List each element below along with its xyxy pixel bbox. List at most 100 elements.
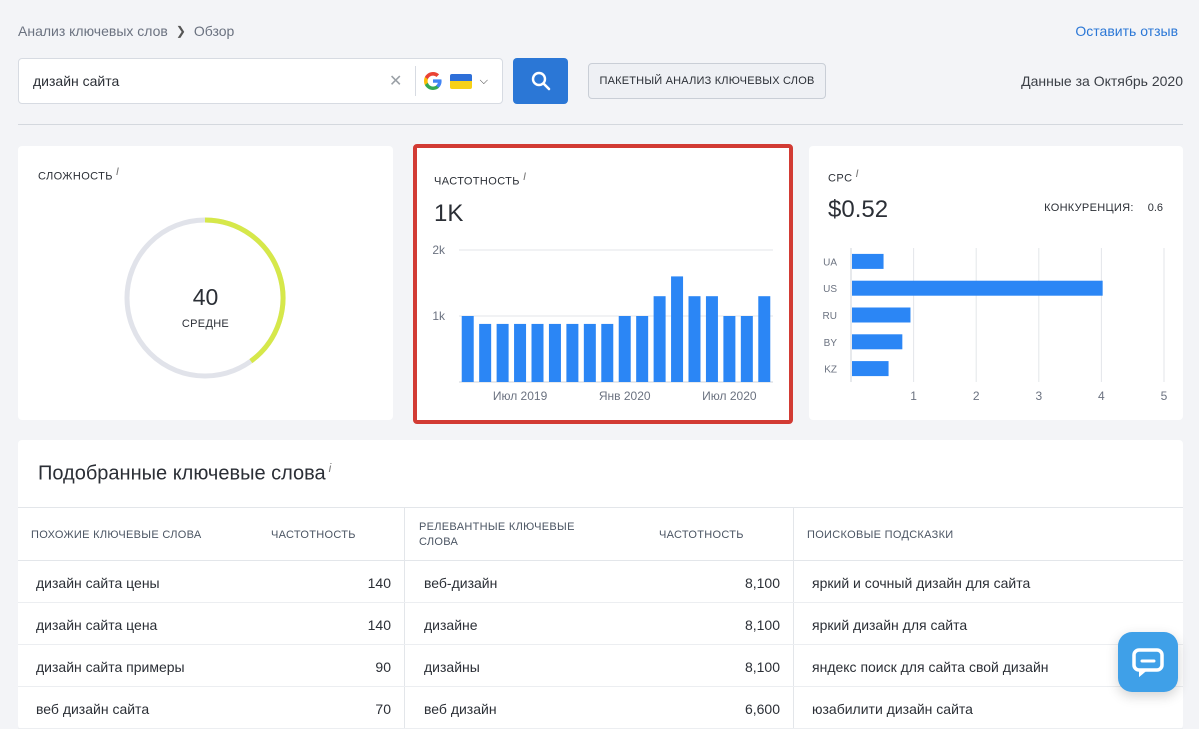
relevant-frequency: 8,100 — [744, 617, 780, 633]
x-tick-label: Июл 2020 — [702, 389, 757, 403]
similar-keyword-link[interactable]: дизайн сайта цены — [36, 575, 160, 591]
frequency-bar[interactable] — [688, 296, 701, 382]
header-freq-2: ЧАСТОТНОСТЬ — [659, 529, 744, 541]
competition: КОНКУРЕНЦИЯ: 0.6 — [1044, 202, 1163, 214]
section-title: Подобранные ключевые слова i — [38, 461, 332, 485]
search-field[interactable]: дизайн сайта ✕ ⌵ — [18, 58, 503, 104]
relevant-frequency: 8,100 — [744, 659, 780, 675]
feedback-link[interactable]: Оставить отзыв — [1075, 23, 1178, 39]
x-tick-label: 1 — [910, 389, 917, 403]
frequency-card: ЧАСТОТНОСТЬ i 1K 1k 2k Июл 2019 Янв 2020 Июл … — [413, 144, 793, 424]
cpc-bar[interactable] — [852, 334, 903, 350]
chevron-down-icon: ⌵ — [479, 74, 488, 87]
batch-analysis-button[interactable]: ПАКЕТНЫЙ АНАЛИЗ КЛЮЧЕВЫХ СЛОВ — [588, 63, 826, 99]
x-tick-label: Янв 2020 — [599, 389, 651, 403]
engine-country-select[interactable]: ⌵ — [423, 72, 502, 90]
frequency-bar[interactable] — [636, 316, 649, 382]
search-suggestion-link[interactable]: юзабилити дизайн сайта — [812, 701, 973, 717]
info-icon[interactable]: i — [115, 166, 120, 178]
y-tick-label: 1k — [432, 309, 446, 323]
chat-icon — [1132, 648, 1164, 677]
chevron-right-icon: ❯ — [175, 24, 186, 38]
x-tick-label: 4 — [1098, 389, 1105, 403]
category-label: RU — [823, 311, 837, 322]
header-freq-1: ЧАСТОТНОСТЬ — [271, 529, 356, 541]
table-row: дизайн сайта цены 140 веб-дизайн 8,100 яркий… — [18, 561, 1183, 603]
relevant-keyword-link[interactable]: веб-дизайн — [424, 575, 498, 591]
column-divider — [793, 507, 794, 729]
frequency-bar[interactable] — [514, 323, 527, 382]
similar-keyword-link[interactable]: веб дизайн сайта — [36, 701, 150, 717]
breadcrumb-root-link[interactable]: Анализ ключевых слов — [18, 23, 168, 39]
difficulty-gauge — [124, 217, 286, 379]
header-similar: ПОХОЖИЕ КЛЮЧЕВЫЕ СЛОВА — [31, 529, 202, 541]
frequency-bar[interactable] — [583, 323, 596, 382]
search-input[interactable]: дизайн сайта — [33, 73, 120, 89]
similar-keyword-link[interactable]: дизайн сайта примеры — [36, 659, 185, 675]
search-suggestion-link[interactable]: яндекс поиск для сайта свой дизайн — [812, 659, 1049, 675]
frequency-bar[interactable] — [479, 323, 492, 382]
frequency-bar[interactable] — [671, 276, 684, 382]
search-suggestion-link[interactable]: яркий дизайн для сайта — [812, 617, 968, 633]
cpc-bar[interactable] — [852, 361, 889, 377]
x-tick-label: 3 — [1035, 389, 1042, 403]
relevant-keyword-link[interactable]: дизайны — [424, 659, 480, 675]
info-icon[interactable]: i — [328, 461, 332, 475]
frequency-bar[interactable] — [740, 316, 753, 382]
similar-frequency: 90 — [375, 659, 391, 675]
frequency-value: 1K — [434, 200, 464, 227]
category-label: UA — [823, 257, 837, 268]
difficulty-title: СЛОЖНОСТЬ i — [38, 166, 120, 183]
y-tick-label: 2k — [432, 243, 446, 257]
cpc-bar[interactable] — [852, 307, 911, 323]
x-tick-label: Июл 2019 — [493, 389, 548, 403]
breadcrumb-current: Обзор — [193, 23, 235, 39]
search-suggestion-link[interactable]: яркий и сочный дизайн для сайта — [812, 575, 1031, 591]
frequency-bar[interactable] — [601, 323, 614, 382]
frequency-bar[interactable] — [461, 316, 474, 382]
header-suggest: ПОИСКОВЫЕ ПОДСКАЗКИ — [807, 529, 954, 541]
similar-frequency: 70 — [375, 701, 391, 717]
frequency-bar[interactable] — [618, 316, 631, 382]
frequency-bar[interactable] — [758, 296, 771, 382]
x-tick-label: 5 — [1161, 389, 1168, 403]
frequency-bar[interactable] — [653, 296, 666, 382]
difficulty-value: 40 — [192, 284, 219, 310]
frequency-bar[interactable] — [705, 296, 718, 382]
competition-value: 0.6 — [1147, 202, 1163, 214]
header-relevant: РЕЛЕВАНТНЫЕ КЛЮЧЕВЫЕ СЛОВА — [419, 521, 575, 548]
cpc-chart: 1 2 3 4 5 UA US RU BY KZ — [823, 248, 1168, 403]
cpc-value: $0.52 — [828, 196, 889, 223]
cpc-bar[interactable] — [852, 280, 1103, 296]
table-row: дизайн сайта примеры 90 дизайны 8,100 яндекс… — [18, 645, 1183, 687]
frequency-bar[interactable] — [531, 323, 544, 382]
cpc-card: CPC i $0.52 КОНКУРЕНЦИЯ: 0.6 1 2 3 4 5 UA US RU B… — [809, 146, 1183, 420]
table-header: ПОХОЖИЕ КЛЮЧЕВЫЕ СЛОВА ЧАСТОТНОСТЬ РЕЛЕВ… — [18, 507, 1183, 561]
relevant-keyword-link[interactable]: веб дизайн — [424, 701, 497, 717]
frequency-bar[interactable] — [723, 316, 736, 382]
frequency-bar[interactable] — [566, 323, 579, 382]
breadcrumb: Анализ ключевых слов ❯ Обзор — [18, 23, 234, 39]
cpc-title: CPC i — [828, 168, 859, 185]
search-button[interactable] — [513, 58, 568, 104]
relevant-frequency: 8,100 — [744, 575, 780, 591]
category-label: KZ — [824, 365, 837, 376]
chat-button[interactable] — [1118, 632, 1178, 692]
table-row: дизайн сайта цена 140 дизайне 8,100 яркий ди… — [18, 603, 1183, 645]
column-divider — [404, 507, 405, 729]
header-divider — [18, 124, 1183, 125]
frequency-bar[interactable] — [548, 323, 561, 382]
table-row: веб дизайн сайта 70 веб дизайн 6,600 юзабили… — [18, 687, 1183, 729]
relevant-keyword-link[interactable]: дизайне — [424, 617, 478, 633]
search-icon — [531, 71, 550, 91]
google-icon — [423, 72, 442, 90]
info-icon[interactable]: i — [855, 168, 859, 180]
similar-keyword-link[interactable]: дизайн сайта цена — [36, 617, 158, 633]
info-icon[interactable]: i — [522, 171, 527, 183]
cpc-bar[interactable] — [852, 253, 884, 269]
keywords-section: Подобранные ключевые слова i ПОХОЖИЕ КЛЮЧ… — [18, 440, 1183, 729]
frequency-bar[interactable] — [496, 323, 509, 382]
data-date: Данные за Октябрь 2020 — [1021, 73, 1183, 89]
clear-icon[interactable]: ✕ — [388, 73, 403, 90]
category-label: BY — [824, 338, 838, 349]
